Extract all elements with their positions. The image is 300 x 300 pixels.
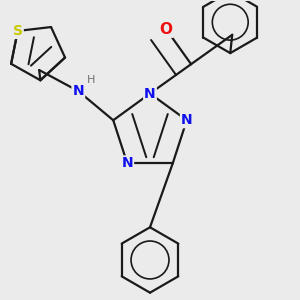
Text: S: S (13, 24, 23, 38)
Text: N: N (73, 84, 84, 98)
Text: N: N (144, 86, 156, 100)
Text: H: H (87, 75, 96, 85)
Text: N: N (122, 156, 133, 170)
Text: N: N (181, 113, 193, 127)
Text: O: O (160, 22, 173, 37)
